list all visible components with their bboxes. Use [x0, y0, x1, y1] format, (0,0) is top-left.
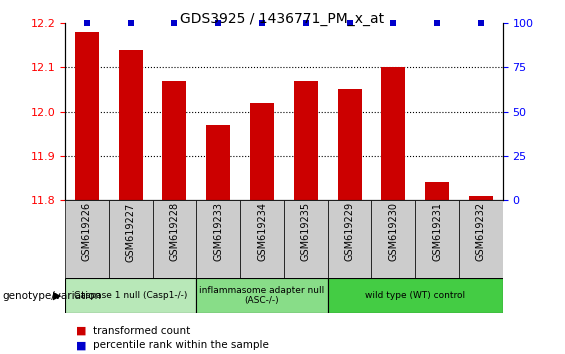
Text: GSM619233: GSM619233	[213, 202, 223, 261]
Bar	[337, 89, 362, 200]
Bar	[372, 200, 415, 278]
Text: GSM619232: GSM619232	[476, 202, 486, 262]
Text: GDS3925 / 1436771_PM_x_at: GDS3925 / 1436771_PM_x_at	[180, 12, 385, 27]
Text: GSM619230: GSM619230	[388, 202, 398, 261]
Text: ■: ■	[76, 340, 87, 350]
Text: GSM619235: GSM619235	[301, 202, 311, 262]
Bar	[294, 80, 318, 200]
Text: genotype/variation: genotype/variation	[3, 291, 102, 301]
Bar	[65, 200, 109, 278]
Bar	[250, 103, 274, 200]
Bar	[206, 125, 231, 200]
Bar	[197, 278, 328, 313]
Text: GSM619227: GSM619227	[125, 202, 136, 262]
Text: transformed count: transformed count	[93, 326, 190, 336]
Bar	[108, 200, 153, 278]
Bar	[328, 200, 372, 278]
Text: GSM619226: GSM619226	[82, 202, 92, 262]
Bar	[119, 50, 143, 200]
Bar	[240, 200, 284, 278]
Text: inflammasome adapter null
(ASC-/-): inflammasome adapter null (ASC-/-)	[199, 286, 325, 305]
Text: ▶: ▶	[53, 291, 61, 301]
Bar	[425, 182, 449, 200]
Text: ■: ■	[76, 326, 87, 336]
Text: Caspase 1 null (Casp1-/-): Caspase 1 null (Casp1-/-)	[74, 291, 188, 300]
Bar	[197, 200, 240, 278]
Bar	[75, 32, 99, 200]
Text: GSM619231: GSM619231	[432, 202, 442, 261]
Text: GSM619229: GSM619229	[345, 202, 355, 262]
Bar	[65, 278, 197, 313]
Text: percentile rank within the sample: percentile rank within the sample	[93, 340, 269, 350]
Bar	[459, 200, 503, 278]
Bar	[153, 200, 197, 278]
Bar	[162, 80, 186, 200]
Text: wild type (WT) control: wild type (WT) control	[365, 291, 466, 300]
Text: GSM619228: GSM619228	[170, 202, 180, 262]
Bar	[284, 200, 328, 278]
Bar	[328, 278, 503, 313]
Bar	[381, 67, 406, 200]
Bar	[415, 200, 459, 278]
Bar	[469, 196, 493, 200]
Text: GSM619234: GSM619234	[257, 202, 267, 261]
